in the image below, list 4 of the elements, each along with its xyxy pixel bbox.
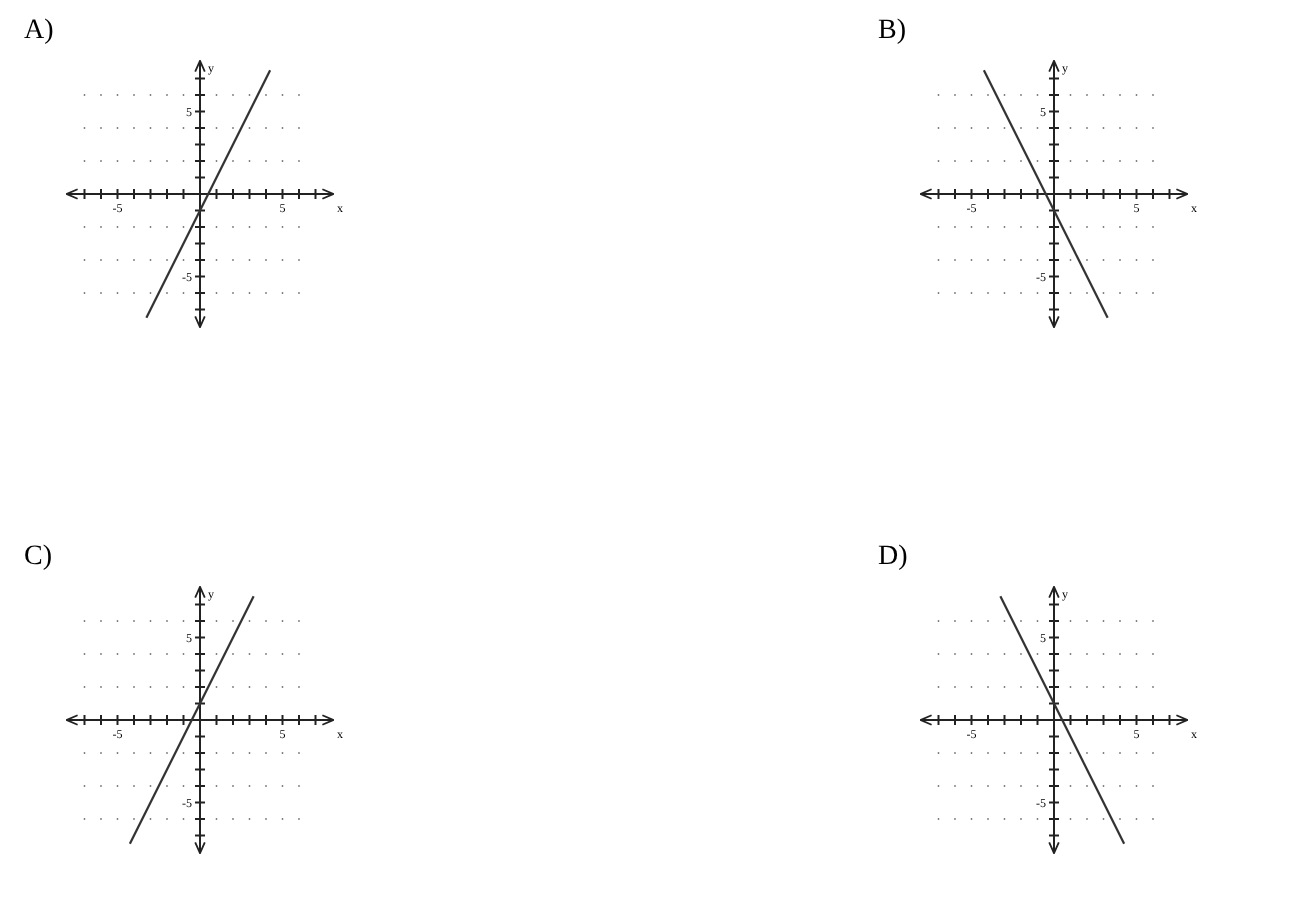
chart-title: B): [878, 16, 907, 46]
chart-title: C): [24, 542, 53, 572]
chart-title: A): [24, 16, 55, 46]
chart-title: D): [878, 542, 909, 572]
